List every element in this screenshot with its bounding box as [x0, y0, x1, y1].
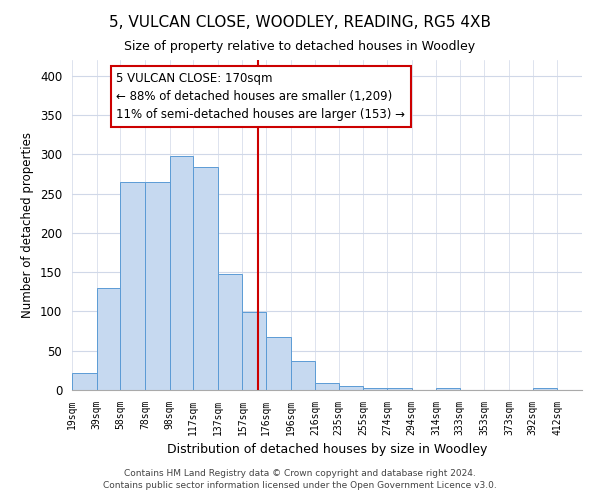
- Bar: [315, 383, 339, 390]
- Bar: [72, 372, 97, 390]
- Bar: [266, 336, 290, 390]
- Bar: [218, 274, 242, 390]
- Bar: [387, 388, 412, 390]
- Text: Size of property relative to detached houses in Woodley: Size of property relative to detached ho…: [124, 40, 476, 53]
- Bar: [290, 361, 315, 390]
- Bar: [145, 182, 170, 390]
- Bar: [533, 388, 557, 390]
- Text: 5, VULCAN CLOSE, WOODLEY, READING, RG5 4XB: 5, VULCAN CLOSE, WOODLEY, READING, RG5 4…: [109, 15, 491, 30]
- Bar: [242, 312, 266, 390]
- Bar: [97, 288, 120, 390]
- Bar: [120, 182, 145, 390]
- Bar: [364, 388, 387, 390]
- Y-axis label: Number of detached properties: Number of detached properties: [22, 132, 34, 318]
- Bar: [436, 388, 460, 390]
- Text: 5 VULCAN CLOSE: 170sqm
← 88% of detached houses are smaller (1,209)
11% of semi-: 5 VULCAN CLOSE: 170sqm ← 88% of detached…: [116, 72, 406, 121]
- Bar: [170, 156, 193, 390]
- Text: Contains HM Land Registry data © Crown copyright and database right 2024.
Contai: Contains HM Land Registry data © Crown c…: [103, 468, 497, 490]
- Bar: [193, 167, 218, 390]
- X-axis label: Distribution of detached houses by size in Woodley: Distribution of detached houses by size …: [167, 444, 487, 456]
- Bar: [339, 386, 364, 390]
